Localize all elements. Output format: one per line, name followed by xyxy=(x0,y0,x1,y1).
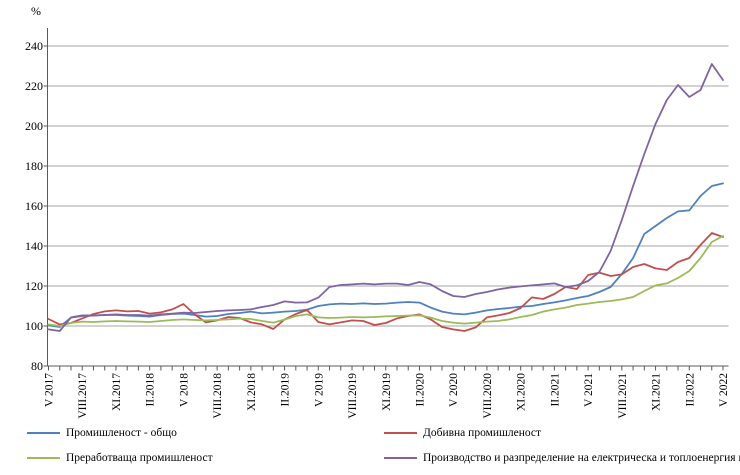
y-axis-unit-label: % xyxy=(31,4,41,18)
x-tick-label: VIII.2019 xyxy=(347,373,359,419)
x-tick-label: XI.2018 xyxy=(246,373,258,411)
y-tick-label: 80 xyxy=(31,359,43,373)
legend-item-mining: Добивна промишленост xyxy=(384,427,541,439)
x-tick-label: XI.2017 xyxy=(111,373,123,411)
y-tick-label: 240 xyxy=(25,39,43,53)
y-tick-label: 220 xyxy=(25,79,43,93)
legend-swatch-energy xyxy=(384,457,417,459)
x-tick-label: VIII.2017 xyxy=(77,373,89,419)
legend-item-industry-total: Промишленост - общо xyxy=(27,427,177,439)
x-tick-label: V 2018 xyxy=(178,373,190,407)
x-tick-label: V 2021 xyxy=(583,373,595,407)
legend-label-energy: Производство и разпределение на електрич… xyxy=(423,452,740,464)
x-tick-label: VIII.2021 xyxy=(617,373,629,419)
x-tick-label: VIII.2018 xyxy=(212,373,224,419)
legend-item-energy: Производство и разпределение на електрич… xyxy=(384,452,740,464)
x-tick-label: II.2019 xyxy=(280,373,292,407)
series-line-2 xyxy=(47,235,724,327)
x-tick-label: XI.2021 xyxy=(651,373,663,411)
x-tick-label: II.2020 xyxy=(414,373,426,407)
legend-swatch-mining xyxy=(384,432,417,434)
x-tick-label: II.2018 xyxy=(145,373,157,407)
series-line-0 xyxy=(47,182,724,328)
x-tick-label: VIII.2020 xyxy=(482,373,494,419)
x-tick-label: V 2020 xyxy=(448,373,460,407)
y-tick-label: 140 xyxy=(25,239,43,253)
y-tick-label: 100 xyxy=(25,319,43,333)
legend-item-manufacturing: Преработваща промишленост xyxy=(27,452,213,464)
legend-label-mining: Добивна промишленост xyxy=(423,427,542,439)
y-tick-label: 160 xyxy=(25,199,43,213)
x-tick-label: II.2021 xyxy=(549,373,561,407)
y-tick-label: 180 xyxy=(25,159,43,173)
y-tick-label: 120 xyxy=(25,279,43,293)
x-tick-label: V 2019 xyxy=(313,373,325,407)
x-tick-label: II.2022 xyxy=(684,373,696,407)
series-line-1 xyxy=(47,232,724,332)
x-tick-label: V 2017 xyxy=(44,373,56,407)
legend-swatch-industry-total xyxy=(27,432,60,434)
x-tick-label: V 2022 xyxy=(718,373,730,407)
x-tick-label: XI.2019 xyxy=(381,373,393,411)
series-line-3 xyxy=(47,63,724,332)
legend-label-manufacturing: Преработваща промишленост xyxy=(66,452,213,464)
legend-swatch-manufacturing xyxy=(27,457,60,459)
y-tick-label: 200 xyxy=(25,119,43,133)
x-tick-label: XI.2020 xyxy=(516,373,528,411)
legend-label-industry-total: Промишленост - общо xyxy=(66,427,177,439)
